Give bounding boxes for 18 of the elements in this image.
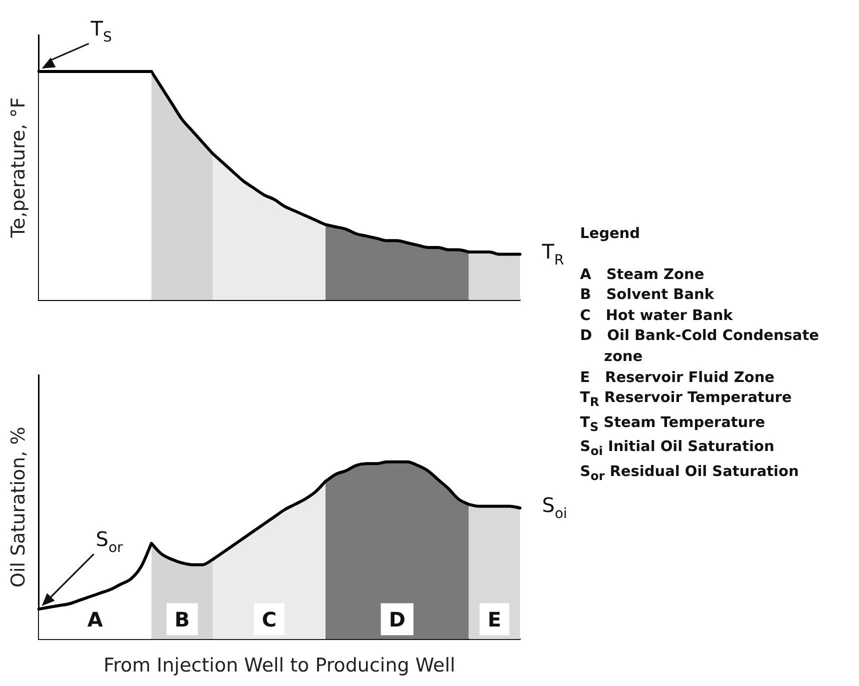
text: D Oil Bank-Cold Condensate zone xyxy=(580,327,820,367)
y-axis-title: Oil Saturation, % xyxy=(7,426,30,588)
text: A Steam Zone xyxy=(580,266,706,285)
series-label: E xyxy=(488,607,502,632)
series-label: A xyxy=(87,607,104,632)
series-label: C xyxy=(262,607,277,632)
text: E Reservoir Fluid Zone xyxy=(580,368,776,388)
text: T$_{S}$ Steam Temperature xyxy=(580,414,766,436)
y-axis-title: Te,perature, °F xyxy=(7,97,30,239)
text: S$_{oi}$ Initial Oil Saturation xyxy=(580,438,776,460)
text: B Solvent Bank xyxy=(580,286,716,306)
text: C Hot water Bank xyxy=(580,306,734,326)
text: S$_{or}$ Residual Oil Saturation xyxy=(580,462,800,484)
text: T$_{R}$ Reservoir Temperature xyxy=(580,389,793,412)
series-label: D xyxy=(388,607,406,632)
x-axis-title: From Injection Well to Producing Well xyxy=(104,654,456,677)
series-label: B xyxy=(174,607,190,632)
text: Legend xyxy=(580,225,641,244)
